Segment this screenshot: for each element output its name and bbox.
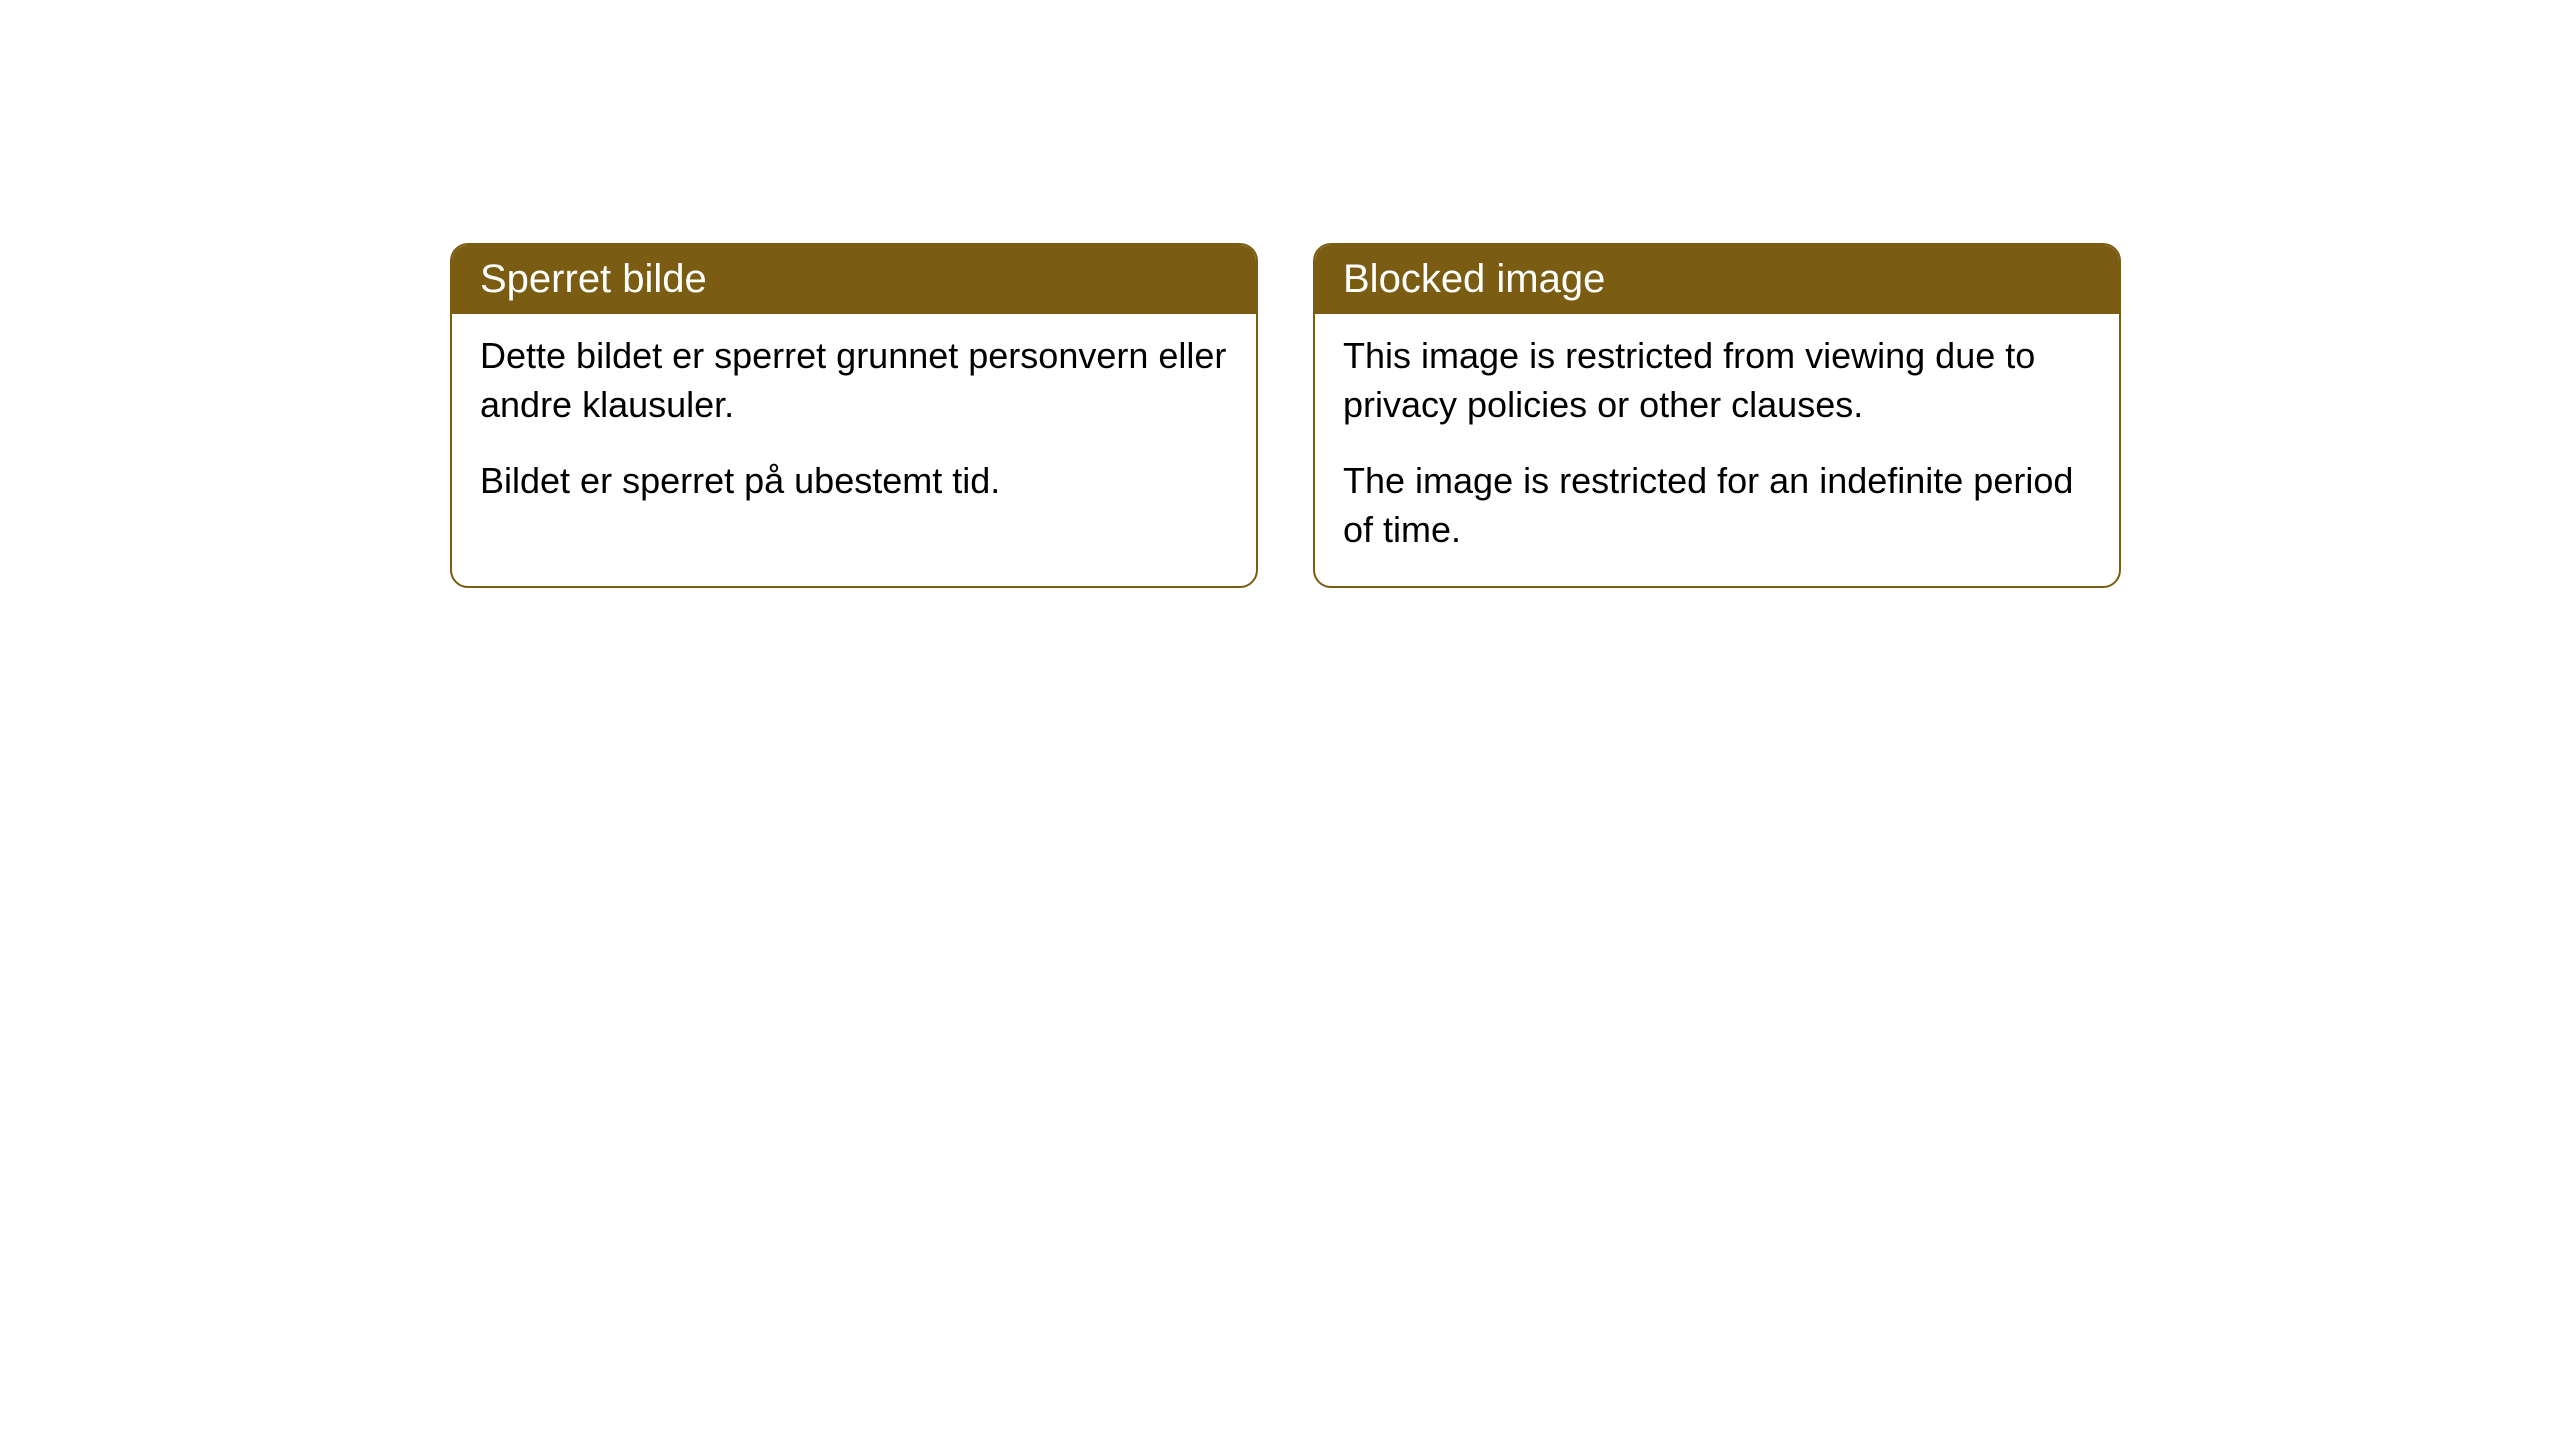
card-title: Blocked image: [1343, 257, 1605, 301]
card-title: Sperret bilde: [480, 257, 707, 301]
notice-cards-container: Sperret bilde Dette bildet er sperret gr…: [450, 243, 2121, 588]
card-paragraph: This image is restricted from viewing du…: [1343, 332, 2091, 429]
card-body-english: This image is restricted from viewing du…: [1315, 314, 2119, 586]
card-paragraph: Bildet er sperret på ubestemt tid.: [480, 457, 1228, 506]
notice-card-english: Blocked image This image is restricted f…: [1313, 243, 2121, 588]
notice-card-norwegian: Sperret bilde Dette bildet er sperret gr…: [450, 243, 1258, 588]
card-header-english: Blocked image: [1315, 245, 2119, 314]
card-paragraph: Dette bildet er sperret grunnet personve…: [480, 332, 1228, 429]
card-paragraph: The image is restricted for an indefinit…: [1343, 457, 2091, 554]
card-header-norwegian: Sperret bilde: [452, 245, 1256, 314]
card-body-norwegian: Dette bildet er sperret grunnet personve…: [452, 314, 1256, 538]
